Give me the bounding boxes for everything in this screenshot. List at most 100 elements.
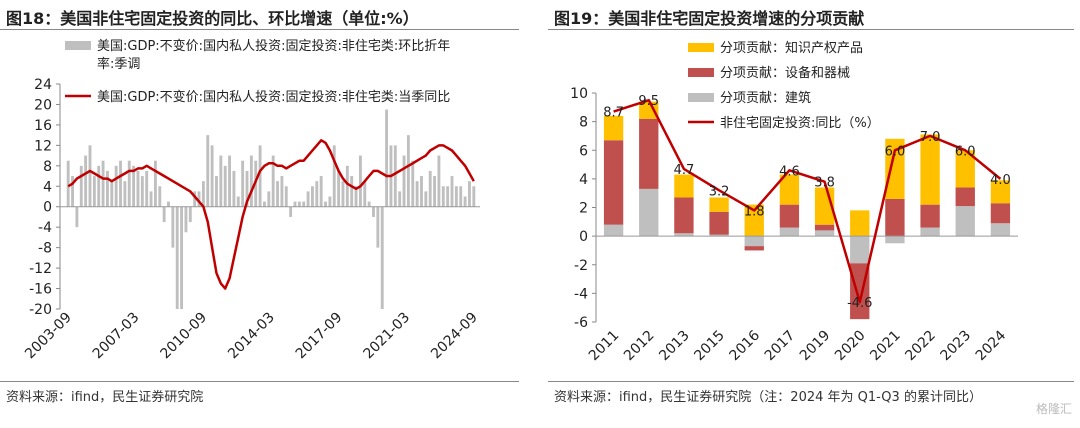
x-tick-label-right: 2011 — [586, 328, 623, 365]
y-tick-label-right: -4 — [574, 286, 588, 302]
data-label-growth: 3.8 — [814, 176, 835, 191]
bar-equipment — [709, 211, 729, 235]
bar-qoq — [341, 181, 345, 207]
x-tick-label-right: 2023 — [938, 328, 975, 365]
bar-qoq — [350, 176, 354, 207]
bar-qoq — [132, 165, 136, 207]
x-tick-label-left: 2021-03 — [360, 310, 413, 363]
bar-qoq — [337, 170, 341, 207]
bar-qoq — [71, 176, 74, 207]
bar-qoq — [297, 201, 301, 207]
bar-equipment — [639, 118, 659, 189]
data-label-growth: 4.7 — [674, 163, 695, 178]
bar-ip — [744, 204, 764, 237]
data-label-growth: 6.0 — [885, 144, 906, 159]
bar-qoq — [332, 145, 336, 207]
bar-qoq — [228, 155, 232, 207]
data-label-growth: 6.0 — [955, 144, 976, 159]
bar-qoq — [88, 145, 92, 207]
data-label-growth: 1.8 — [744, 204, 765, 219]
bar-qoq — [293, 201, 297, 207]
y-tick-label-right: 10 — [570, 86, 588, 102]
bar-equipment — [779, 204, 800, 228]
bar-qoq — [167, 201, 170, 207]
bar-qoq — [188, 206, 192, 223]
x-tick-label-right: 2020 — [832, 328, 869, 365]
bar-qoq — [376, 206, 380, 248]
bar-qoq — [372, 206, 375, 217]
bar-qoq — [393, 145, 397, 207]
y-tick-label-right: -2 — [574, 258, 588, 274]
bar-structures — [920, 227, 940, 237]
bar-qoq — [249, 155, 253, 207]
y-tick-label-left: -20 — [29, 302, 52, 318]
y-tick-label-left: -8 — [38, 241, 52, 257]
legend-equipment-swatch — [688, 68, 714, 77]
x-tick-label-right: 2016 — [727, 327, 764, 364]
source-left: 资料来源：ifind，民生证券研究院 — [6, 390, 204, 405]
title-rule-left — [0, 29, 519, 30]
bar-qoq — [446, 186, 450, 207]
title-rule-right — [548, 29, 1074, 30]
bar-qoq — [420, 176, 423, 207]
bar-qoq — [398, 191, 402, 207]
bar-qoq — [210, 145, 214, 207]
bar-qoq — [406, 135, 410, 207]
bar-qoq — [454, 186, 458, 207]
bar-qoq — [123, 181, 127, 207]
bar-ip — [955, 150, 975, 188]
bar-equipment — [814, 224, 835, 231]
y-tick-label-right: 0 — [579, 229, 588, 245]
bar-ip — [885, 138, 905, 199]
bar-qoq — [241, 160, 245, 207]
bar-structures — [990, 223, 1011, 237]
bar-qoq — [171, 206, 175, 248]
data-label-growth: 4.6 — [779, 164, 800, 179]
bar-equipment — [920, 204, 940, 228]
y-tick-label-left: 16 — [34, 118, 52, 134]
bar-ip — [850, 210, 870, 237]
data-label-growth: 3.2 — [709, 184, 730, 199]
bar-qoq — [302, 201, 306, 207]
bar-qoq — [267, 191, 271, 207]
bar-qoq — [236, 196, 240, 207]
data-label-growth: 9.5 — [638, 94, 659, 109]
bar-ip — [779, 174, 800, 205]
data-label-growth: 8.7 — [603, 106, 624, 121]
bar-qoq — [136, 170, 140, 207]
bar-structures — [955, 206, 975, 237]
bar-qoq — [101, 160, 105, 207]
bar-qoq — [441, 186, 445, 207]
y-tick-label-right: -6 — [574, 315, 588, 331]
data-label-growth: -4.6 — [847, 296, 872, 311]
bar-qoq — [354, 186, 358, 207]
legend-label-bar-line2: 率:季调 — [97, 56, 140, 72]
bar-qoq — [258, 145, 262, 207]
y-tick-label-right: 2 — [579, 201, 588, 217]
x-tick-label-right: 2013 — [656, 328, 693, 365]
x-tick-label-left: 2010-09 — [157, 310, 210, 363]
bar-qoq — [219, 155, 223, 207]
y-tick-label-right: 6 — [579, 143, 588, 159]
bar-qoq — [468, 181, 471, 207]
chart-title-left: 图18：美国非住宅固定投资的同比、环比增速（单位:%） — [6, 9, 419, 28]
bar-qoq — [263, 201, 266, 207]
bar-equipment — [744, 246, 764, 251]
bar-qoq — [110, 181, 114, 207]
bar-structures — [885, 236, 905, 244]
legend-structures-swatch — [688, 93, 714, 102]
bar-qoq — [345, 165, 349, 207]
bar-qoq — [310, 186, 314, 207]
y-tick-label-right: 8 — [579, 115, 588, 131]
bar-qoq — [428, 170, 432, 207]
bar-qoq — [201, 181, 205, 207]
bar-qoq — [162, 206, 166, 223]
bar-qoq — [276, 181, 279, 207]
bar-qoq — [385, 109, 389, 207]
x-tick-label-right: 2019 — [797, 328, 834, 365]
bar-qoq — [284, 186, 288, 207]
bar-structures — [603, 224, 624, 237]
bar-qoq — [149, 191, 153, 207]
y-tick-label-left: 4 — [43, 179, 52, 195]
